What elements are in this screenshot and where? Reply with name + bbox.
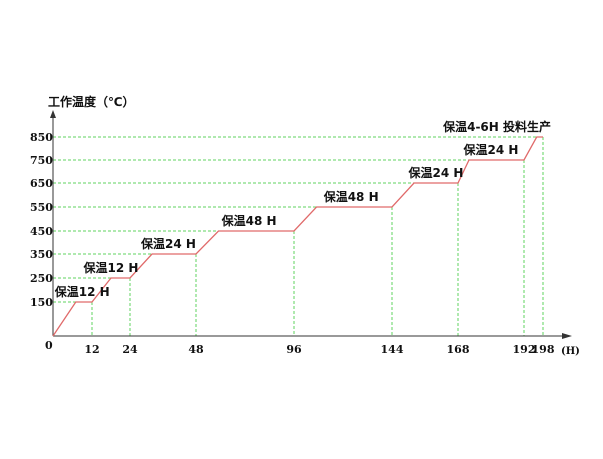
x-tick-label: 0 <box>45 339 53 352</box>
series-line <box>52 136 544 337</box>
annotation-label: 保温24 H <box>463 142 519 157</box>
annotation-label: 保温24 H <box>408 165 464 180</box>
axes <box>50 110 572 339</box>
y-tick-label: 450 <box>30 225 53 238</box>
annotation-label: 保温48 H <box>323 189 379 204</box>
y-tick-label: 650 <box>30 177 53 190</box>
x-tick-label: 12 <box>84 343 99 356</box>
y-tick-label: 850 <box>30 131 53 144</box>
x-tick-label: 168 <box>447 343 470 356</box>
x-tick-label: 198 <box>532 343 555 356</box>
x-tick-label: 144 <box>381 343 404 356</box>
annotation-label: 保温24 H <box>140 236 196 251</box>
x-tick-label: 96 <box>286 343 302 356</box>
temperature-line <box>52 136 543 337</box>
tick-labels: 150 250 350 450 550 650 750 850 0 12 24 48 96 144 168 1… <box>30 131 555 356</box>
y-axis-arrow-icon <box>50 110 56 118</box>
grid-lines <box>53 136 544 336</box>
y-tick-label: 550 <box>30 201 53 214</box>
y-tick-label: 250 <box>30 272 53 285</box>
y-tick-label: 150 <box>30 296 53 309</box>
y-axis-title: 工作温度（℃） <box>48 94 135 109</box>
y-tick-label: 750 <box>30 154 53 167</box>
x-tick-label: 24 <box>122 343 138 356</box>
x-axis-unit: (H) <box>561 346 580 357</box>
x-axis-arrow-icon <box>562 333 572 339</box>
annotation-label: 保温12 H <box>54 284 110 299</box>
x-tick-label: 192 <box>513 343 536 356</box>
annotation-label: 保温48 H <box>221 213 277 228</box>
annotation-label: 保温12 H <box>83 260 139 275</box>
y-tick-label: 350 <box>30 248 53 261</box>
x-tick-label: 48 <box>188 343 204 356</box>
annotation-label: 保温4-6H 投料生产 <box>442 119 551 134</box>
